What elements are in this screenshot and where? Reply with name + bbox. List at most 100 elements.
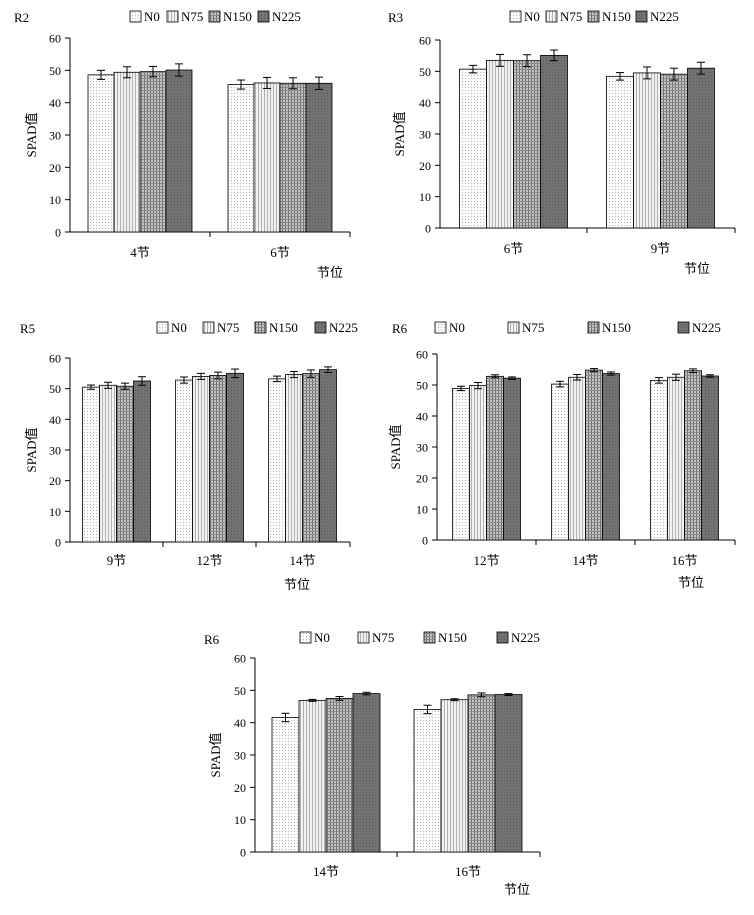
legend-label-N225: N225	[272, 9, 301, 24]
legend-label-N0: N0	[144, 9, 160, 24]
bar-N150-1	[139, 71, 167, 233]
legend: N0 N75 N150 N225	[129, 9, 301, 24]
bar-N150-3	[302, 373, 320, 543]
legend-swatch-N0	[156, 321, 169, 334]
legend-label-N225: N225	[329, 320, 358, 335]
y-axis-title: SPAD值	[388, 424, 403, 469]
y-tick-label: 30	[416, 441, 428, 455]
x-axis-title: 节位	[684, 261, 710, 276]
y-tick-label: 20	[416, 472, 428, 486]
legend-label-N225: N225	[692, 320, 721, 335]
legend-label-N225: N225	[650, 9, 679, 24]
bar-N225-2	[305, 82, 333, 233]
bar-N150-2	[660, 73, 688, 229]
y-tick-label: 10	[49, 193, 61, 207]
x-tick-label: 14节	[572, 553, 598, 568]
bar-N75-2	[568, 376, 586, 541]
legend-swatch-N150	[587, 10, 600, 23]
legend-swatch-N75	[166, 10, 179, 23]
bar-N0-2	[227, 84, 255, 233]
y-tick-label: 10	[49, 505, 61, 519]
bar-N0-3	[268, 378, 286, 543]
bar-N225-3	[701, 375, 719, 541]
bar-N150-2	[585, 369, 603, 541]
y-tick-label: 60	[416, 348, 428, 362]
x-tick-label: 16节	[671, 553, 697, 568]
bar-N75-1	[99, 384, 117, 543]
legend-label-N75: N75	[522, 320, 544, 335]
legend-swatch-N225	[314, 321, 327, 334]
y-tick-label: 0	[422, 534, 428, 548]
x-tick-label: 6节	[270, 245, 290, 260]
bar-N150-2	[467, 694, 496, 853]
y-tick-label: 0	[55, 226, 61, 240]
bar-N0-3	[650, 379, 668, 541]
bar-N75-2	[633, 72, 661, 229]
x-tick-label: 14节	[289, 553, 315, 568]
legend-swatch-N75	[507, 321, 520, 334]
bar-N75-1	[298, 699, 327, 853]
legend-label-N75: N75	[560, 9, 582, 24]
bar-N75-1	[486, 59, 514, 229]
y-tick-label: 40	[419, 96, 431, 110]
legend: N0 N75 N150 N225	[509, 9, 679, 24]
bar-N150-1	[486, 375, 504, 541]
x-axis-title: 节位	[678, 575, 704, 590]
x-tick-label: 16节	[455, 864, 481, 879]
y-tick-label: 20	[49, 161, 61, 175]
y-tick-label: 20	[234, 781, 246, 795]
bar-N225-2	[602, 373, 620, 541]
y-tick-label: 40	[49, 96, 61, 110]
legend-swatch-N150	[587, 321, 600, 334]
bar-N0-2	[606, 75, 634, 229]
x-tick-label: 9节	[107, 553, 127, 568]
panel-label: R6	[204, 632, 220, 647]
bar-N75-3	[667, 376, 685, 541]
bar-N225-2	[494, 694, 523, 853]
legend-swatch-N75	[202, 321, 215, 334]
y-tick-label: 60	[234, 652, 246, 666]
legend-label-N225: N225	[511, 630, 540, 645]
y-tick-label: 20	[49, 474, 61, 488]
legend-swatch-N150	[423, 631, 436, 644]
legend: N0 N75 N150 N225	[299, 630, 540, 645]
x-axis-title: 节位	[284, 577, 310, 592]
legend-label-N150: N150	[223, 9, 252, 24]
x-tick-label: 6节	[504, 241, 524, 256]
y-tick-label: 40	[416, 410, 428, 424]
y-tick-label: 10	[416, 503, 428, 517]
bar-N0-2	[551, 383, 569, 541]
y-tick-label: 30	[49, 129, 61, 143]
y-tick-label: 0	[425, 222, 431, 236]
legend-swatch-N225	[257, 10, 270, 23]
bar-N0-1	[459, 68, 487, 229]
legend: N0 N75 N150 N225	[434, 320, 721, 335]
y-tick-label: 50	[234, 684, 246, 698]
legend-swatch-N0	[129, 10, 142, 23]
y-tick-label: 10	[234, 813, 246, 827]
y-tick-label: 60	[49, 352, 61, 366]
y-tick-label: 50	[49, 64, 61, 78]
legend-label-N75: N75	[217, 320, 239, 335]
y-axis-title: SPAD值	[208, 732, 223, 777]
legend-label-N0: N0	[449, 320, 465, 335]
bar-N150-2	[209, 375, 227, 543]
bar-N225-1	[540, 54, 568, 229]
bar-N225-1	[165, 69, 193, 233]
legend-label-N0: N0	[524, 9, 540, 24]
bar-N225-2	[687, 67, 715, 229]
bar-N0-1	[82, 386, 100, 543]
x-tick-label: 14节	[313, 864, 339, 879]
y-tick-label: 50	[419, 65, 431, 79]
legend: N0 N75 N150 N225	[156, 320, 358, 335]
panel-label: R2	[14, 10, 29, 25]
bar-N0-2	[413, 709, 442, 853]
legend-label-N75: N75	[181, 9, 203, 24]
y-tick-label: 30	[49, 444, 61, 458]
legend-label-N150: N150	[438, 630, 467, 645]
y-tick-label: 30	[234, 749, 246, 763]
y-tick-label: 20	[419, 159, 431, 173]
